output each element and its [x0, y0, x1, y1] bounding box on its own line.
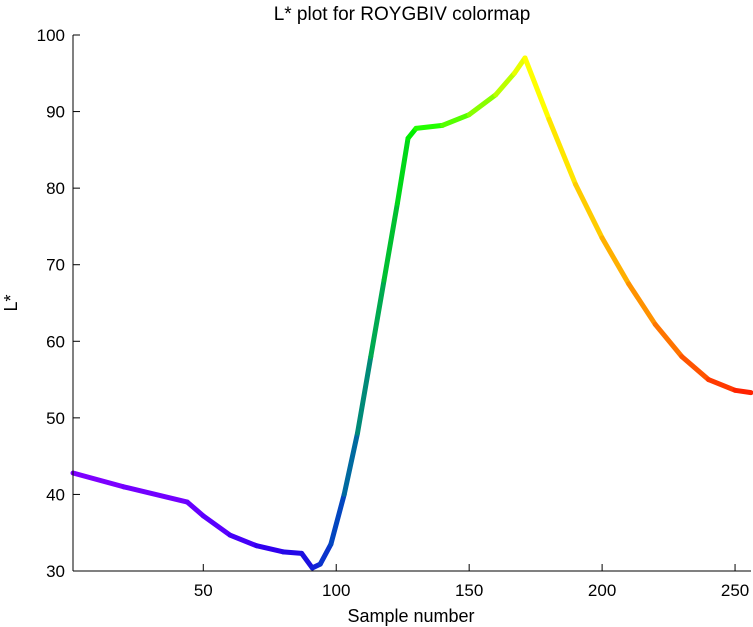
- x-tick-label: 50: [194, 581, 213, 600]
- lstar-line-segment: [253, 543, 286, 555]
- lstar-line-segment: [546, 116, 579, 187]
- lstar-line-segment: [599, 235, 632, 287]
- lstar-line-segment: [522, 55, 552, 122]
- chart-title: L* plot for ROYGBIV colormap: [274, 4, 531, 25]
- y-tick-label: 100: [37, 26, 65, 45]
- lstar-line-segment: [299, 550, 315, 571]
- y-tick-label: 40: [46, 485, 65, 504]
- lstar-line-segment: [413, 122, 446, 131]
- x-tick-label: 150: [455, 581, 483, 600]
- lstar-line-segment: [394, 135, 411, 206]
- lstar-line-segment: [679, 354, 711, 383]
- lstar-line-segment: [280, 549, 305, 556]
- lstar-line-segment: [317, 541, 334, 567]
- lstar-line-segment: [493, 70, 517, 98]
- lstar-line-segment: [626, 281, 658, 327]
- lstar-line-segment: [440, 112, 472, 128]
- lstar-line-segment: [200, 513, 233, 538]
- lstar-line-segment: [121, 484, 190, 505]
- lstar-line-segment: [341, 430, 360, 497]
- lstar-line-segment: [227, 532, 259, 549]
- y-tick-label: 80: [46, 179, 65, 198]
- y-tick-label: 70: [46, 256, 65, 275]
- lstar-line-segment: [368, 277, 387, 360]
- plot-area: [70, 55, 753, 571]
- lstar-line-segment: [354, 354, 374, 436]
- lstar-line-segment: [328, 491, 347, 547]
- lstar-line-segment: [466, 92, 499, 118]
- lstar-line-segment: [511, 55, 528, 76]
- y-tick-label: 90: [46, 103, 65, 122]
- lstar-line-segment: [573, 181, 605, 241]
- lstar-line-segment: [732, 387, 753, 396]
- y-tick-label: 30: [46, 562, 65, 581]
- x-tick-label: 100: [322, 581, 350, 600]
- lstar-line-segment: [652, 321, 685, 360]
- x-axis-label: Sample number: [347, 606, 474, 626]
- y-axis-label: L*: [1, 294, 21, 311]
- lstar-line-segment: [381, 200, 400, 283]
- lstar-line-segment: [70, 470, 127, 490]
- x-tick-label: 200: [588, 581, 616, 600]
- lstar-line-segment: [705, 377, 738, 393]
- y-tick-label: 50: [46, 409, 65, 428]
- y-axis-ticks: 30 40 50 60 70 80 90 100: [37, 26, 80, 581]
- lstar-line-segment: [184, 499, 206, 519]
- y-tick-label: 60: [46, 332, 65, 351]
- x-axis-ticks: 50 100 150 200 250: [194, 564, 749, 600]
- x-tick-label: 250: [721, 581, 749, 600]
